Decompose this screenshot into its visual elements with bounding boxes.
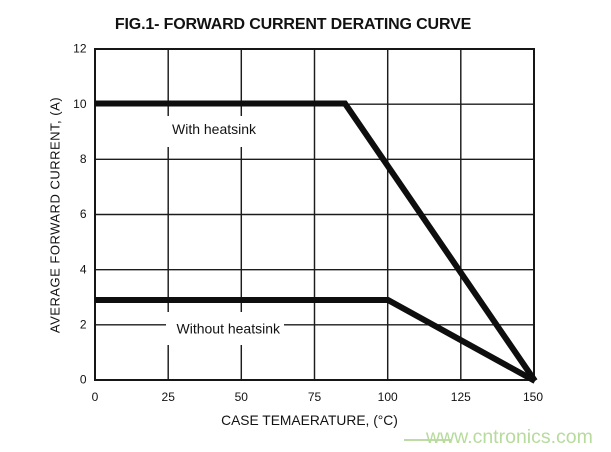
svg-text:12: 12 xyxy=(73,42,87,56)
svg-text:10: 10 xyxy=(73,97,87,111)
svg-text:6: 6 xyxy=(80,207,87,221)
svg-text:AVERAGE FORWARD CURRENT, (A): AVERAGE FORWARD CURRENT, (A) xyxy=(48,97,63,333)
svg-text:Without heatsink: Without heatsink xyxy=(177,321,281,337)
svg-text:0: 0 xyxy=(80,373,87,387)
svg-text:25: 25 xyxy=(162,390,176,404)
svg-text:125: 125 xyxy=(451,390,471,404)
svg-text:4: 4 xyxy=(80,262,87,276)
svg-text:2: 2 xyxy=(80,317,87,331)
svg-text:100: 100 xyxy=(378,390,398,404)
svg-text:www.cntronics.com: www.cntronics.com xyxy=(425,426,593,448)
svg-text:50: 50 xyxy=(235,390,249,404)
svg-text:FIG.1- FORWARD CURRENT DERATIN: FIG.1- FORWARD CURRENT DERATING CURVE xyxy=(115,16,472,33)
svg-text:0: 0 xyxy=(92,390,99,404)
svg-text:With heatsink: With heatsink xyxy=(172,121,257,137)
svg-text:75: 75 xyxy=(308,390,322,404)
svg-text:8: 8 xyxy=(80,152,87,166)
svg-text:150: 150 xyxy=(523,390,543,404)
svg-text:CASE TEMAERATURE, (°C): CASE TEMAERATURE, (°C) xyxy=(221,413,398,428)
